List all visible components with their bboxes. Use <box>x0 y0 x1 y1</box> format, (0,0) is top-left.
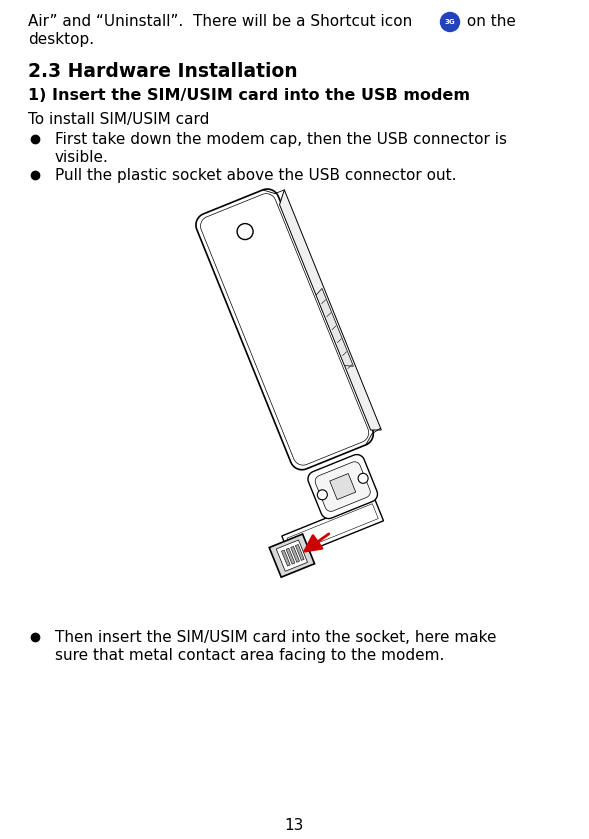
Circle shape <box>237 223 253 240</box>
Text: 1) Insert the SIM/USIM card into the USB modem: 1) Insert the SIM/USIM card into the USB… <box>28 88 470 103</box>
Text: Pull the plastic socket above the USB connector out.: Pull the plastic socket above the USB co… <box>55 168 456 183</box>
Circle shape <box>317 490 327 500</box>
Polygon shape <box>282 550 290 566</box>
Text: Then insert the SIM/USIM card into the socket, here make: Then insert the SIM/USIM card into the s… <box>55 630 497 645</box>
Text: desktop.: desktop. <box>28 32 94 47</box>
Circle shape <box>358 473 368 483</box>
Text: visible.: visible. <box>55 150 109 165</box>
Polygon shape <box>291 546 300 562</box>
Polygon shape <box>330 473 356 499</box>
Text: First take down the modem cap, then the USB connector is: First take down the modem cap, then the … <box>55 132 507 147</box>
Polygon shape <box>282 498 383 558</box>
Polygon shape <box>200 194 369 465</box>
Polygon shape <box>196 189 373 470</box>
Polygon shape <box>316 289 353 367</box>
Text: sure that metal contact area facing to the modem.: sure that metal contact area facing to t… <box>55 648 444 663</box>
Polygon shape <box>287 503 378 553</box>
Text: Air” and “Uninstall”.  There will be a Shortcut icon: Air” and “Uninstall”. There will be a Sh… <box>28 14 412 29</box>
Text: 2.3 Hardware Installation: 2.3 Hardware Installation <box>28 62 297 81</box>
Polygon shape <box>308 455 378 519</box>
Polygon shape <box>269 534 315 577</box>
Polygon shape <box>286 548 295 564</box>
Polygon shape <box>296 545 304 560</box>
Text: 13: 13 <box>284 818 304 833</box>
Polygon shape <box>280 190 381 430</box>
Text: To install SIM/USIM card: To install SIM/USIM card <box>28 112 209 127</box>
Polygon shape <box>315 461 370 511</box>
Ellipse shape <box>441 13 459 32</box>
Polygon shape <box>276 540 307 571</box>
Text: on the: on the <box>462 14 516 29</box>
Text: 3G: 3G <box>445 19 455 25</box>
